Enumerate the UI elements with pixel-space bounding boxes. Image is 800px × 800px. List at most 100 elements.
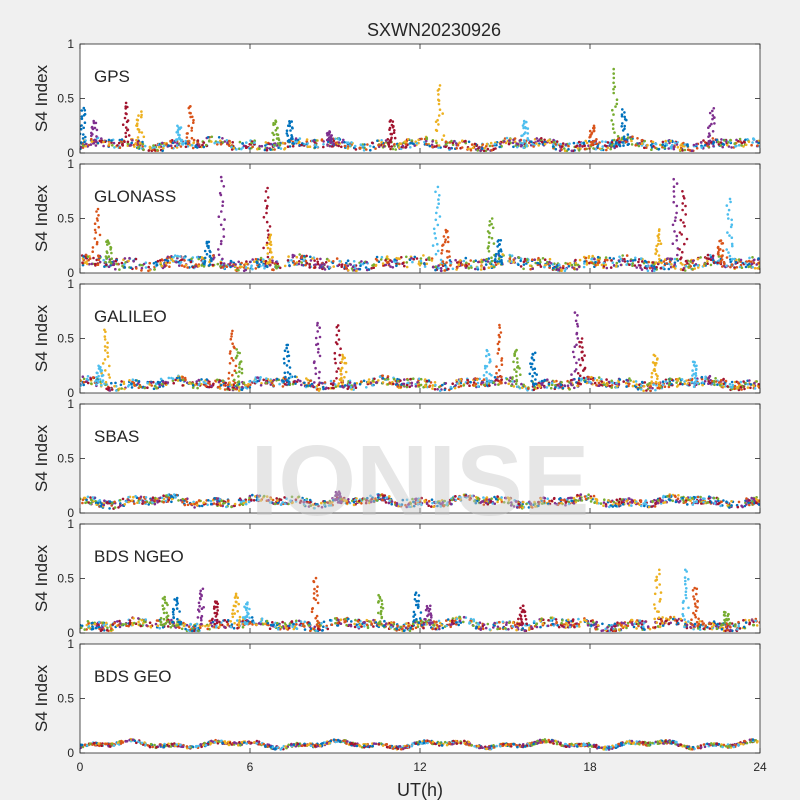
data-point bbox=[110, 257, 113, 261]
data-point bbox=[644, 502, 648, 506]
data-point bbox=[752, 137, 755, 141]
data-point bbox=[197, 383, 201, 386]
data-point bbox=[444, 140, 448, 143]
data-point bbox=[438, 194, 441, 197]
data-point bbox=[309, 504, 312, 508]
data-point bbox=[742, 380, 745, 383]
data-point bbox=[494, 378, 498, 382]
data-point bbox=[486, 147, 490, 151]
data-point bbox=[482, 383, 486, 387]
data-point bbox=[437, 198, 440, 201]
data-point bbox=[288, 145, 292, 148]
data-point bbox=[617, 137, 620, 140]
data-point bbox=[184, 263, 188, 267]
data-point bbox=[681, 202, 684, 205]
data-point bbox=[621, 108, 624, 111]
data-point bbox=[178, 376, 181, 380]
data-point bbox=[557, 384, 560, 387]
data-point bbox=[519, 141, 522, 145]
data-point bbox=[291, 255, 295, 259]
data-point bbox=[412, 142, 415, 146]
data-point bbox=[727, 251, 730, 254]
data-point bbox=[497, 239, 501, 242]
data-point bbox=[639, 264, 642, 267]
data-point bbox=[746, 382, 750, 386]
data-point bbox=[564, 143, 568, 146]
data-point bbox=[314, 372, 318, 376]
data-point bbox=[483, 146, 487, 150]
data-point bbox=[548, 141, 552, 145]
data-point bbox=[689, 265, 692, 268]
data-point bbox=[365, 386, 368, 389]
data-point bbox=[420, 137, 423, 141]
panel-background bbox=[80, 404, 760, 513]
data-point bbox=[320, 501, 323, 505]
data-point bbox=[290, 134, 293, 137]
data-point bbox=[611, 505, 615, 508]
data-point bbox=[133, 384, 137, 387]
data-point bbox=[236, 266, 239, 270]
data-point bbox=[539, 265, 543, 268]
data-point bbox=[195, 380, 198, 383]
data-point bbox=[569, 382, 573, 385]
data-point bbox=[127, 142, 130, 146]
data-point bbox=[600, 380, 603, 383]
data-point bbox=[407, 381, 410, 385]
data-point bbox=[612, 81, 615, 85]
data-point bbox=[389, 132, 393, 136]
data-point bbox=[654, 388, 657, 392]
data-point bbox=[123, 140, 126, 143]
data-point bbox=[434, 139, 438, 143]
data-point bbox=[489, 380, 493, 383]
data-point bbox=[668, 381, 671, 385]
data-point bbox=[517, 256, 521, 259]
data-point bbox=[573, 311, 577, 314]
data-point bbox=[305, 498, 308, 502]
data-point bbox=[82, 380, 86, 384]
data-point bbox=[533, 371, 536, 375]
data-point bbox=[128, 379, 131, 382]
data-point bbox=[445, 265, 448, 269]
data-point bbox=[207, 264, 211, 267]
data-point bbox=[437, 146, 440, 149]
data-point bbox=[434, 252, 438, 256]
data-point bbox=[438, 84, 442, 87]
data-point bbox=[705, 257, 709, 260]
data-point bbox=[456, 143, 460, 147]
data-point bbox=[346, 259, 350, 263]
data-point bbox=[404, 145, 408, 149]
data-point bbox=[201, 260, 204, 263]
data-point bbox=[335, 370, 339, 373]
data-point bbox=[537, 256, 540, 260]
data-point bbox=[500, 378, 504, 381]
data-point bbox=[332, 260, 335, 263]
data-point bbox=[86, 375, 90, 378]
data-point bbox=[437, 264, 440, 267]
data-point bbox=[488, 224, 491, 227]
data-point bbox=[706, 253, 710, 257]
data-point bbox=[499, 142, 502, 146]
data-point bbox=[228, 362, 232, 365]
data-point bbox=[684, 213, 687, 216]
data-point bbox=[149, 146, 152, 150]
data-point bbox=[574, 258, 577, 262]
data-point bbox=[207, 240, 211, 244]
data-point bbox=[683, 197, 686, 200]
data-point bbox=[758, 265, 760, 268]
data-point bbox=[231, 329, 234, 333]
data-point bbox=[622, 499, 625, 503]
data-point bbox=[428, 385, 431, 389]
data-point bbox=[107, 265, 111, 269]
data-point bbox=[333, 357, 337, 361]
data-point bbox=[439, 258, 443, 262]
data-point bbox=[519, 265, 523, 268]
data-point bbox=[584, 380, 587, 384]
data-point bbox=[561, 386, 565, 390]
data-point bbox=[554, 383, 557, 387]
data-point bbox=[606, 141, 610, 144]
data-point bbox=[549, 386, 553, 390]
data-point bbox=[642, 261, 646, 265]
data-point bbox=[490, 217, 494, 220]
data-point bbox=[678, 148, 682, 152]
data-point bbox=[200, 383, 203, 386]
